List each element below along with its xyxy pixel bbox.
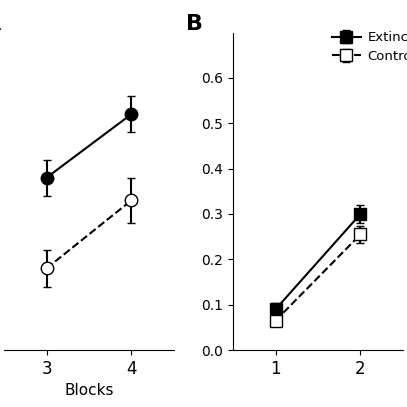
Legend: Extinctio, Control-: Extinctio, Control- bbox=[326, 26, 407, 68]
Text: B: B bbox=[186, 13, 203, 33]
Text: A: A bbox=[0, 13, 1, 33]
X-axis label: Blocks: Blocks bbox=[64, 383, 114, 398]
